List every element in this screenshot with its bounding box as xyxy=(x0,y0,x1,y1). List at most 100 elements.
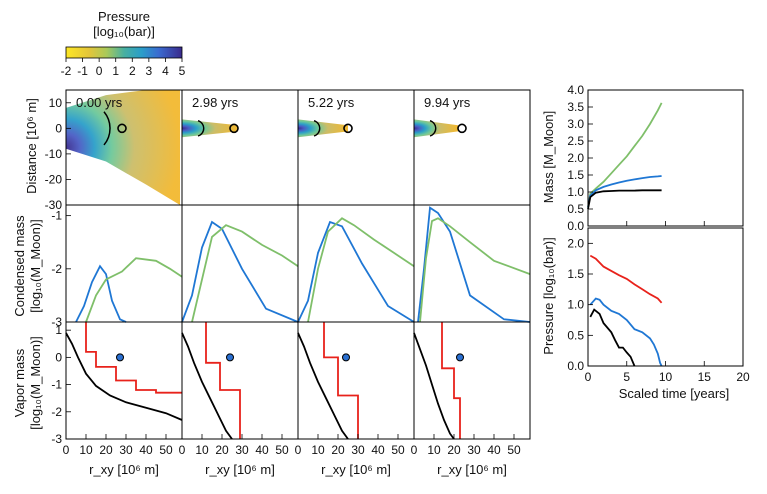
moon-marker xyxy=(116,353,124,362)
moon-marker xyxy=(342,353,350,362)
vapor-series-red xyxy=(441,322,461,439)
mass-panel-ytick-label: 0.5 xyxy=(567,202,584,216)
pressure-panel-series-black xyxy=(589,308,636,367)
x-axis-label: r_xy [10⁶ m] xyxy=(437,462,507,477)
condensed-series-green xyxy=(419,217,531,323)
colorbar-unit: [log₁₀(bar)] xyxy=(93,24,155,39)
condensed-series-blue xyxy=(75,264,127,323)
x-tick-label: 40 xyxy=(139,443,153,457)
x-tick-label: 10 xyxy=(79,443,93,457)
pressure-xlabel: Scaled time [years] xyxy=(619,386,730,401)
roche-limit-arc xyxy=(197,119,205,137)
mass-panel-series-black xyxy=(587,189,662,210)
x-tick-label: 20 xyxy=(99,443,113,457)
moon-marker xyxy=(343,123,353,134)
moon-marker xyxy=(117,123,127,134)
vapor-tick-label: -2 xyxy=(51,405,62,419)
x-axis-label: r_xy [10⁶ m] xyxy=(205,462,275,477)
x-tick-label: 40 xyxy=(487,443,501,457)
vapor-panel xyxy=(413,322,464,440)
x-axis-label: r_xy [10⁶ m] xyxy=(89,462,159,477)
mass-panel-ytick-label: 3.5 xyxy=(567,100,584,114)
x-tick-label: 50 xyxy=(391,443,405,457)
panel-grid: 0.00 yrs 2.98 yrs 5.22 yrs 9.94 yrs100-10-2… xyxy=(45,89,531,477)
mass-panel-ytick-label: 1.5 xyxy=(567,168,584,182)
vapor-series-red xyxy=(323,322,359,439)
x-tick-label: 30 xyxy=(235,443,249,457)
x-tick-label: 30 xyxy=(467,443,481,457)
mass-panel-series-blue xyxy=(587,175,662,208)
pressure-panel-ytick-label: 0.0 xyxy=(567,359,584,373)
vapor-ylabel-2: [log₁₀(M_Moon)] xyxy=(28,336,43,430)
condensed-series-blue xyxy=(181,220,299,323)
vapor-series-red xyxy=(205,322,241,439)
x-tick-label: 10 xyxy=(427,443,441,457)
roche-limit-arc xyxy=(429,119,437,137)
pressure-panel-ytick-label: 2.0 xyxy=(567,236,584,250)
pressure-panel-ytick-label: 0.5 xyxy=(567,328,584,342)
pressure-panel-xtick-label: 10 xyxy=(659,370,673,384)
mass-panel-ytick-label: 1.0 xyxy=(567,185,584,199)
colorbar-tick-label: -2 xyxy=(61,64,72,78)
pressure-panel-xtick-label: 15 xyxy=(698,370,712,384)
condensed-ylabel-2: [log₁₀(M_Moon)] xyxy=(28,219,43,313)
pressure-field xyxy=(298,119,348,138)
pressure-panel-ytick-label: 1.0 xyxy=(567,298,584,312)
mass-panel-frame xyxy=(587,89,744,227)
x-tick-label: 10 xyxy=(311,443,325,457)
pressure-panel-xtick-label: 20 xyxy=(736,370,750,384)
distance-ylabel: Distance [10⁶ m] xyxy=(24,98,39,194)
condensed-series-green xyxy=(191,224,299,323)
distance-tick-label: 10 xyxy=(49,96,63,110)
roche-limit-arc xyxy=(103,111,111,146)
x-tick-label: 30 xyxy=(119,443,133,457)
mass-panel-series-green xyxy=(587,102,663,208)
condensed-tick-label: -3 xyxy=(51,315,62,329)
x-tick-label: 50 xyxy=(159,443,173,457)
snapshot-time-label: 5.22 yrs xyxy=(308,95,355,110)
vapor-series-black xyxy=(413,332,455,440)
colorbar: Pressure [log₁₀(bar)] -2 -1 0 1 2 3 4 5 xyxy=(61,9,186,78)
x-tick-label: 0 xyxy=(295,443,302,457)
x-tick-label: 50 xyxy=(275,443,289,457)
x-tick-label: 0 xyxy=(411,443,418,457)
x-tick-label: 40 xyxy=(371,443,385,457)
condensed-tick-label: -1 xyxy=(51,209,62,223)
colorbar-tick-label: 2 xyxy=(129,64,136,78)
snapshot-time-label: 2.98 yrs xyxy=(192,95,239,110)
pressure-panel-xtick-label: 0 xyxy=(585,370,592,384)
vapor-tick-label: 1 xyxy=(55,323,62,337)
mass-panel-ytick-label: 2.5 xyxy=(567,134,584,148)
distance-panel xyxy=(182,119,239,138)
mass-panel-ytick-label: 0.0 xyxy=(567,219,584,233)
colorbar-tick-label: 0 xyxy=(96,64,103,78)
condensed-panel xyxy=(75,257,183,323)
pressure-field xyxy=(182,119,238,138)
pressure-panel-series-red xyxy=(589,254,663,304)
moon-marker xyxy=(226,353,234,362)
x-axis-label: r_xy [10⁶ m] xyxy=(321,462,391,477)
vapor-panel xyxy=(65,322,183,421)
x-tick-label: 30 xyxy=(351,443,365,457)
colorbar-tick-label: -1 xyxy=(77,64,88,78)
vapor-series-black xyxy=(297,332,349,440)
condensed-series-green xyxy=(85,257,183,323)
roche-limit-arc xyxy=(313,119,321,137)
mass-panel: 0.0 0.5 1.0 1.5 2.0 2.5 3.0 3.5 4.0 xyxy=(567,83,744,233)
x-tick-label: 0 xyxy=(179,443,186,457)
moon-marker xyxy=(457,123,467,134)
distance-panel xyxy=(298,119,353,138)
panel-frame xyxy=(413,321,531,440)
condensed-series-green xyxy=(307,217,415,323)
pressure-field xyxy=(66,90,180,205)
mass-panel-ytick-label: 2.0 xyxy=(567,151,584,165)
pressure-panel-xtick-label: 5 xyxy=(623,370,630,384)
condensed-panel xyxy=(297,217,415,323)
x-tick-label: 0 xyxy=(63,443,70,457)
condensed-tick-label: -2 xyxy=(51,262,62,276)
vapor-series-black xyxy=(181,332,233,440)
vapor-ylabel-1: Vapor mass xyxy=(12,348,27,417)
panel-frame xyxy=(65,204,183,323)
x-tick-label: 20 xyxy=(215,443,229,457)
